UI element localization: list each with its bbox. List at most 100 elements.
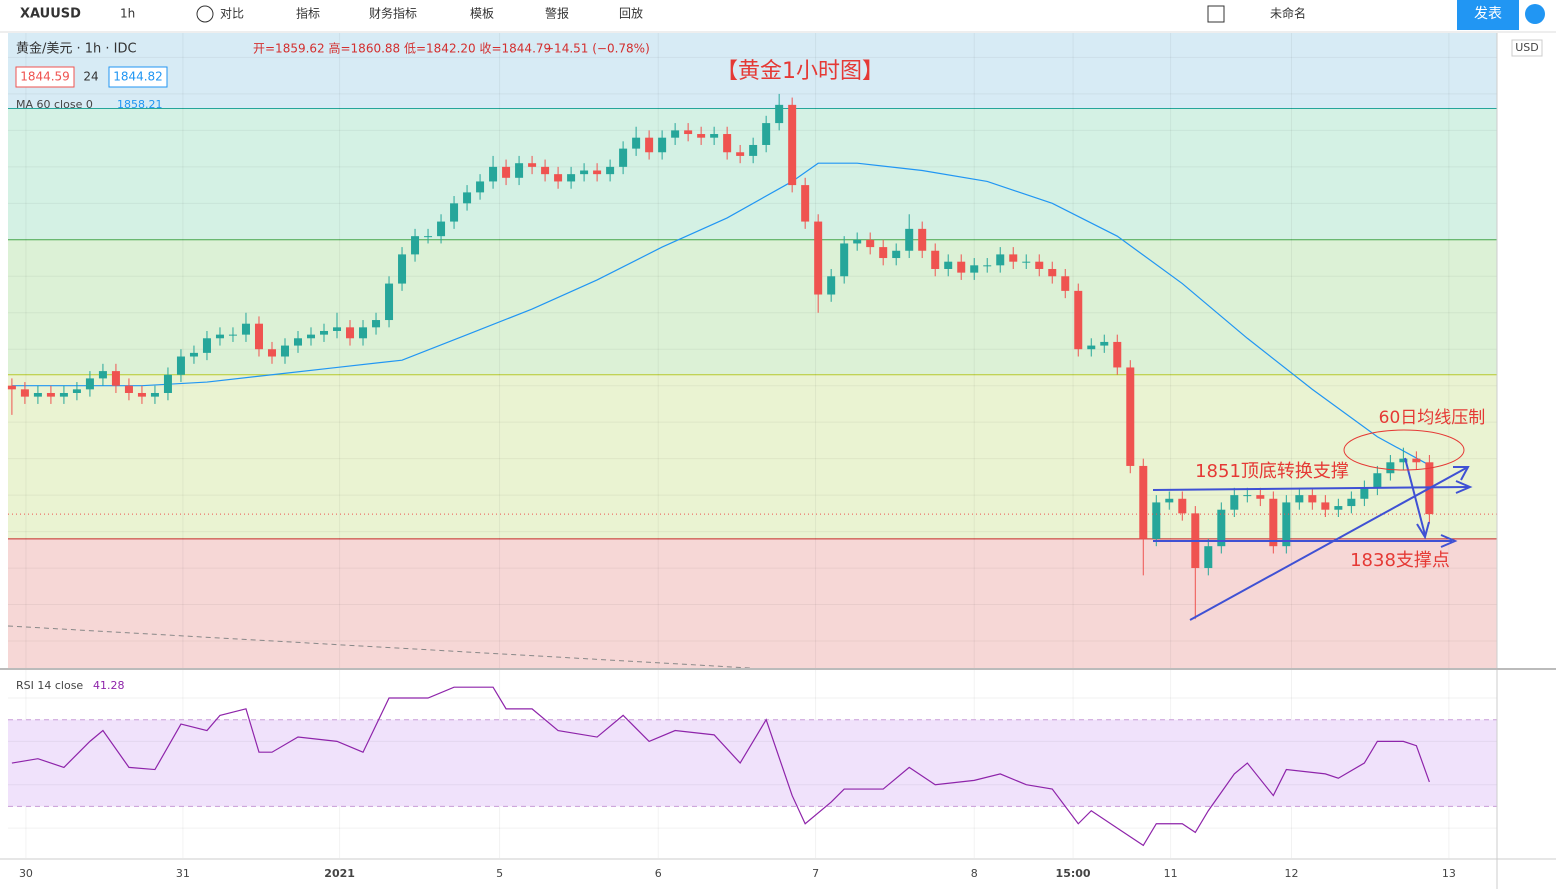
spread: 24 <box>83 70 98 84</box>
level-band <box>8 239 1497 375</box>
candle-body <box>1100 341 1109 346</box>
candle-body <box>606 166 615 175</box>
toolbar-item[interactable]: 警报 <box>545 6 569 21</box>
arrowhead <box>1455 480 1473 494</box>
candle-body <box>280 345 289 357</box>
candle-body <box>1256 495 1265 499</box>
level-band <box>8 108 1497 240</box>
price-axis <box>1497 33 1556 889</box>
candle-body <box>124 385 133 393</box>
toolbar-items: 对比 指标 财务指标 模板 警报 回放 未命名 发表 <box>196 0 1545 30</box>
candle-body <box>580 170 589 175</box>
x-tick-label: 2021 <box>324 867 355 880</box>
candle-body <box>385 283 394 321</box>
arrow <box>1152 486 1469 491</box>
candle-body <box>1373 473 1382 488</box>
candle-body <box>762 123 771 145</box>
currency-box <box>1511 39 1543 57</box>
candle-body <box>671 130 680 138</box>
candle-body <box>359 327 368 339</box>
ma-value: 1858.21 <box>117 98 163 111</box>
annotation: 60日均线压制 <box>1379 408 1486 428</box>
toolbar-item[interactable]: 财务指标 <box>369 6 417 21</box>
drawings <box>1152 429 1473 621</box>
x-tick-label: 30 <box>19 867 33 880</box>
candle-body <box>215 334 224 339</box>
layout-name[interactable]: 未命名 <box>1270 6 1306 21</box>
candle-body <box>1152 502 1161 539</box>
candle-body <box>944 261 953 269</box>
candle-body <box>463 192 472 204</box>
candle-body <box>111 371 120 386</box>
candle-body <box>1009 254 1018 262</box>
candle-body <box>372 320 381 328</box>
toolbar <box>0 0 1556 32</box>
candle-body <box>723 134 732 153</box>
candle-body <box>1178 498 1187 514</box>
ma-line <box>11 162 1430 466</box>
candle-body <box>593 170 602 175</box>
candle-body <box>98 371 107 379</box>
candle-body <box>632 137 641 149</box>
candle-body <box>567 174 576 182</box>
candle-body <box>528 163 537 167</box>
ma-name: MA 60 close 0 <box>16 98 93 111</box>
candle-body <box>554 174 563 182</box>
plot <box>8 33 1497 858</box>
legend: 黄金/美元 · 1h · IDC 开=1859.62 高=1860.88 低=1… <box>15 41 650 692</box>
candle-body <box>983 265 992 267</box>
publish-button[interactable] <box>1457 0 1519 30</box>
x-tick-label: 31 <box>176 867 190 880</box>
candle-body <box>241 323 250 335</box>
candle-body <box>502 166 511 178</box>
candle-body <box>424 236 433 238</box>
candle-body <box>307 334 316 339</box>
candle-body <box>1074 290 1083 350</box>
x-tick-label: 11 <box>1164 867 1178 880</box>
candle-body <box>814 221 823 295</box>
candle-body <box>1334 506 1343 510</box>
candle-body <box>840 243 849 277</box>
toolbar-item[interactable]: 回放 <box>619 6 643 21</box>
candle-body <box>1165 498 1174 503</box>
play-button[interactable] <box>1525 4 1545 24</box>
candle-body <box>970 265 979 273</box>
candle-body <box>20 389 29 397</box>
candle-body <box>333 327 342 331</box>
legend-ohlc: 开=1859.62 高=1860.88 低=1842.20 收=1844.79 <box>253 41 551 56</box>
symbol[interactable]: XAUUSD <box>20 7 81 22</box>
candle-body <box>918 228 927 251</box>
candle-body <box>1412 458 1421 463</box>
candle-body <box>176 356 185 375</box>
toolbar-item[interactable]: 指标 <box>296 6 320 21</box>
candle-body <box>1282 502 1291 547</box>
ask: 1844.82 <box>113 70 163 84</box>
candle-body <box>163 374 172 393</box>
publish-label[interactable]: 发表 <box>1474 6 1502 22</box>
candle-body <box>1308 495 1317 503</box>
interval[interactable]: 1h <box>120 7 135 21</box>
candle-body <box>1061 276 1070 291</box>
candle-body <box>697 134 706 138</box>
candle-body <box>1048 268 1057 277</box>
candle-body <box>293 338 302 346</box>
candle-body <box>150 392 159 397</box>
candle-body <box>1360 487 1369 499</box>
toolbar-item[interactable]: 对比 <box>220 7 244 21</box>
candle-body <box>1230 495 1239 510</box>
level-band <box>8 538 1497 668</box>
candle-body <box>1386 462 1395 474</box>
x-tick-label: 8 <box>971 867 978 880</box>
x-tick-label: 6 <box>655 867 662 880</box>
x-tick-label: 5 <box>496 867 503 880</box>
icon <box>1207 5 1225 23</box>
toolbar-item[interactable]: 模板 <box>470 7 494 21</box>
candle-body <box>137 392 146 397</box>
candle-body <box>736 152 745 156</box>
candle-body <box>541 166 550 175</box>
candle-body <box>7 385 16 390</box>
chart-title: 【黄金1小时图】 <box>716 59 884 84</box>
candle-body <box>33 392 42 397</box>
